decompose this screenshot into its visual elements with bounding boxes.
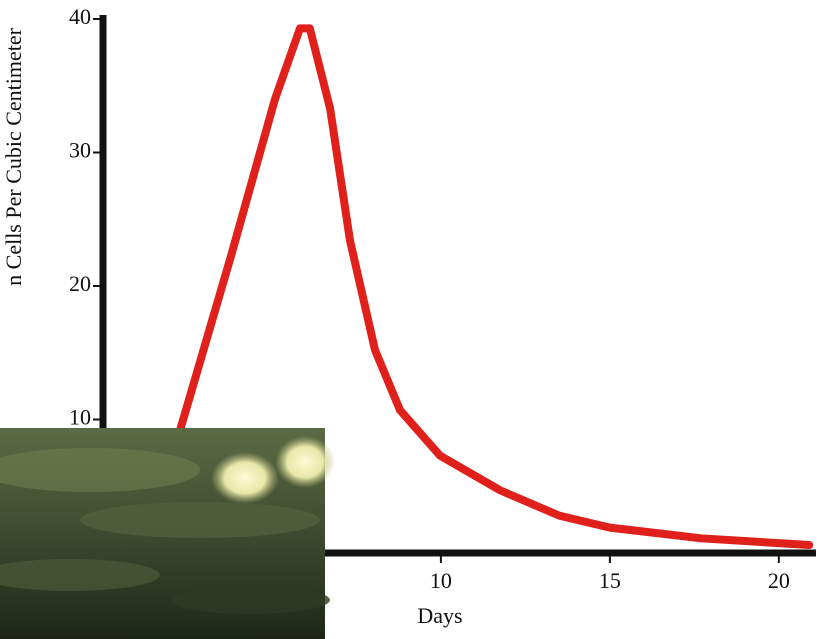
x-tick-label: 10	[430, 568, 452, 593]
x-tick-label: 15	[599, 568, 621, 593]
photo-overlay	[0, 428, 335, 639]
y-axis-label: n Cells Per Cubic Centimeter	[1, 27, 26, 286]
y-tick-label: 30	[69, 138, 91, 163]
y-tick-label: 20	[69, 271, 91, 296]
y-tick-label: 10	[69, 405, 91, 430]
data-line	[176, 24, 814, 549]
y-tick-label: 40	[69, 4, 91, 29]
x-axis-label: Days	[417, 603, 462, 628]
x-tick-label: 20	[768, 568, 790, 593]
